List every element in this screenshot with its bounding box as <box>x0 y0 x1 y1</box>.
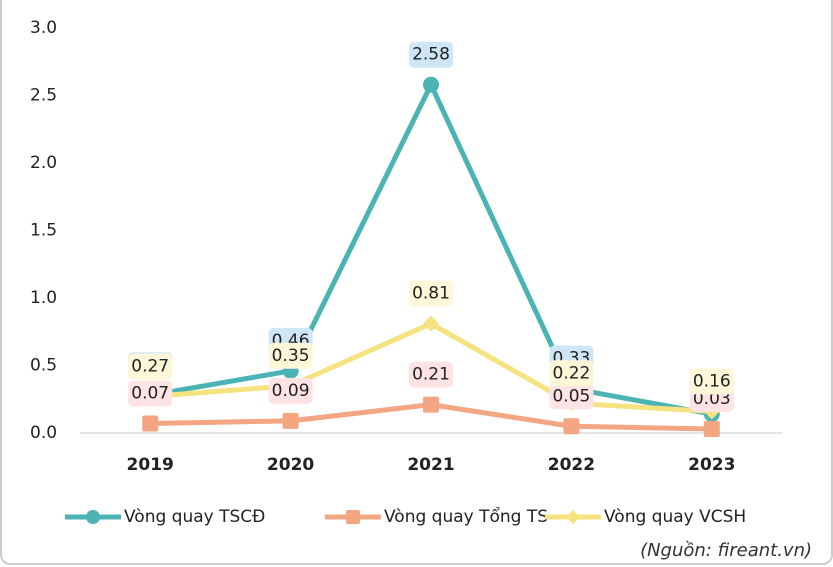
data-label-bg <box>409 280 453 307</box>
data-label: 2.58 <box>412 45 450 65</box>
y-tick-label: 0.0 <box>30 423 57 443</box>
data-label-bg <box>128 380 173 407</box>
data-label: 0.07 <box>131 384 169 404</box>
y-tick-label: 0.5 <box>30 356 57 376</box>
point <box>703 420 720 437</box>
point <box>86 510 100 524</box>
point <box>423 315 439 332</box>
data-label-bg <box>409 41 453 68</box>
legend-label: Vòng quay Tổng TS <box>384 506 548 527</box>
point <box>423 396 439 413</box>
data-label: 0.09 <box>272 381 310 401</box>
data-label-bg <box>268 342 313 369</box>
data-label-bg <box>689 368 734 395</box>
point <box>142 415 159 432</box>
data-label-bg <box>549 383 594 410</box>
legend-label: Vòng quay TSCĐ <box>124 507 265 527</box>
data-label-bg <box>549 360 594 387</box>
data-label: 0.27 <box>131 357 169 377</box>
x-tick-label: 2021 <box>407 455 454 475</box>
x-tick-label: 2019 <box>127 455 174 475</box>
data-label: 0.35 <box>272 346 310 366</box>
x-tick-label: 2020 <box>267 455 314 475</box>
data-label-bg <box>268 377 313 404</box>
point <box>423 76 439 93</box>
x-tick-label: 2023 <box>688 455 735 475</box>
y-tick-label: 1.0 <box>30 288 57 308</box>
data-label-bg <box>409 361 453 388</box>
point <box>566 510 580 524</box>
data-labels: 0.280.462.580.330.140.070.090.210.050.03… <box>128 41 734 412</box>
point <box>282 412 299 429</box>
data-label: 0.05 <box>552 386 590 406</box>
y-tick-label: 2.5 <box>30 86 57 106</box>
data-label: 0.81 <box>412 284 450 304</box>
point <box>563 418 580 435</box>
data-label-bg <box>128 353 173 380</box>
y-tick-label: 3.0 <box>30 18 57 38</box>
point <box>346 510 360 524</box>
data-label: 0.22 <box>552 363 590 383</box>
x-tick-label: 2022 <box>548 455 595 475</box>
y-tick-label: 2.0 <box>30 153 57 173</box>
y-tick-label: 1.5 <box>30 221 57 241</box>
source-note: (Nguồn: fireant.vn) <box>640 540 812 561</box>
data-label: 0.16 <box>693 371 731 391</box>
data-label: 0.21 <box>412 365 450 385</box>
legend-label: Vòng quay VCSH <box>604 507 746 527</box>
